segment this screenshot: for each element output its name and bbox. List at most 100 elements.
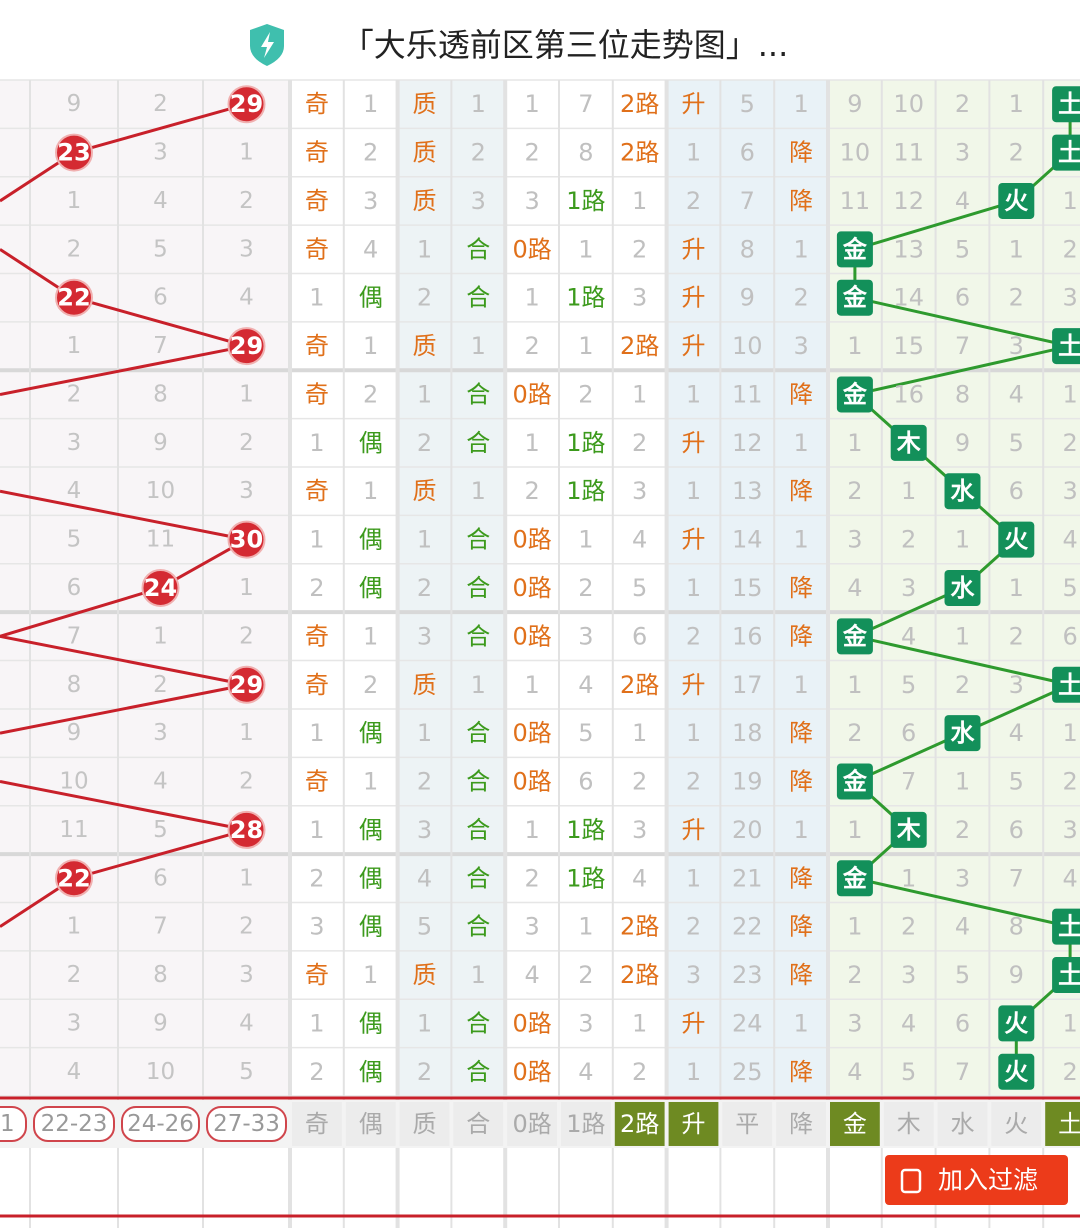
hit-label: 偶 [359, 526, 383, 554]
cell-number: 1 [417, 526, 432, 554]
cell-number: 1 [309, 816, 324, 844]
hit-label: 偶 [359, 816, 383, 844]
cell-number: 2 [309, 574, 324, 602]
cell-number: 2 [417, 284, 432, 312]
cell-number: 1 [309, 429, 324, 457]
header-bar [0, 0, 1080, 80]
cell-number: 2 [847, 477, 862, 505]
cell-number: 1 [524, 284, 539, 312]
cell-number: 4 [1009, 719, 1024, 747]
hit-label: 0路 [512, 768, 551, 796]
cell-number: 2 [632, 1058, 647, 1086]
cell-number: 16 [732, 622, 763, 650]
hit-label: 降 [789, 768, 813, 796]
footer-cell [722, 1101, 773, 1146]
ball-trend-line [73, 296, 247, 348]
element-label: 水 [951, 574, 976, 602]
cell-number: 1 [847, 429, 862, 457]
ball-number: 23 [57, 139, 90, 167]
cell-number: 3 [309, 913, 324, 941]
cell-number: 7 [740, 187, 755, 215]
cell-number: 5 [1009, 429, 1024, 457]
range-label: 24-26 [127, 1111, 194, 1137]
element-badge [998, 1005, 1035, 1042]
cell-number: 2 [239, 769, 254, 795]
ball-trend-line [0, 683, 247, 735]
hit-label: 奇 [305, 235, 329, 263]
footer-label: 平 [735, 1110, 759, 1138]
cell-number: 1 [363, 477, 378, 505]
cell-number: 1 [1009, 235, 1024, 263]
cell-number: 3 [471, 187, 486, 215]
hit-label: 1路 [566, 816, 605, 844]
cell-number: 3 [1062, 477, 1077, 505]
cell-number: 14 [893, 284, 924, 312]
cell-number: 3 [1062, 284, 1077, 312]
cell-number: 1 [471, 477, 486, 505]
cell-number: 5 [153, 817, 168, 843]
cell-number: 3 [955, 864, 970, 892]
cell-number: 2 [67, 962, 82, 988]
cell-number: 1 [239, 720, 254, 746]
hit-label: 合 [466, 1058, 490, 1086]
cell-number: 8 [153, 962, 168, 988]
element-badge [1052, 86, 1080, 123]
cell-number: 2 [686, 768, 701, 796]
cell-number: 17 [732, 671, 763, 699]
hit-label: 合 [466, 380, 490, 408]
cell-number: 3 [686, 961, 701, 989]
cell-number: 5 [632, 574, 647, 602]
element-badge [836, 763, 873, 800]
cell-number: 3 [153, 140, 168, 166]
cell-number: 23 [732, 961, 763, 989]
cell-number: 2 [363, 671, 378, 699]
cell-number: 1 [632, 380, 647, 408]
element-label: 金 [842, 235, 868, 263]
element-badge [998, 521, 1035, 558]
cell-number: 4 [901, 622, 916, 650]
column-bg [505, 80, 559, 1096]
cell-number: 2 [1062, 1058, 1077, 1086]
ball-number: 29 [230, 671, 263, 699]
cell-number: 2 [67, 381, 82, 407]
cell-number: 1 [363, 332, 378, 360]
element-label: 火 [1004, 1009, 1028, 1037]
hit-label: 升 [682, 671, 706, 699]
column-bg [989, 80, 1044, 1096]
cell-number: 4 [1062, 526, 1077, 554]
hit-label: 降 [789, 1058, 813, 1086]
cell-number: 2 [686, 913, 701, 941]
hit-label: 0路 [512, 622, 551, 650]
hit-label: 2路 [620, 139, 659, 167]
footer-label: 降 [789, 1110, 813, 1138]
footer-label: 质 [413, 1110, 437, 1138]
cell-number: 1 [686, 139, 701, 167]
range-label: 22-23 [41, 1111, 108, 1137]
cell-number: 3 [153, 720, 168, 746]
column-bg [559, 80, 613, 1096]
range-chip [33, 1105, 115, 1142]
hit-label: 奇 [305, 961, 329, 989]
hit-label: 奇 [305, 671, 329, 699]
cell-number: 2 [309, 1058, 324, 1086]
number-ball [55, 859, 93, 898]
cell-number: 6 [1062, 622, 1077, 650]
cell-number: 7 [901, 768, 916, 796]
hit-label: 0路 [512, 380, 551, 408]
cell-number: 2 [1062, 768, 1077, 796]
hit-label: 升 [682, 235, 706, 263]
add-filter-button[interactable]: 加入过滤 [885, 1155, 1068, 1205]
ball-number: 28 [230, 816, 263, 844]
cell-number: 9 [955, 429, 970, 457]
hit-label: 奇 [305, 380, 329, 408]
element-label: 金 [842, 622, 868, 650]
hit-label: 合 [466, 429, 490, 457]
cell-number: 2 [239, 914, 254, 940]
element-badge [836, 618, 873, 655]
hit-label: 偶 [359, 284, 383, 312]
hit-label: 2路 [620, 332, 659, 360]
hit-label: 合 [466, 913, 490, 941]
element-badge [1052, 957, 1080, 994]
cell-number: 3 [417, 816, 432, 844]
